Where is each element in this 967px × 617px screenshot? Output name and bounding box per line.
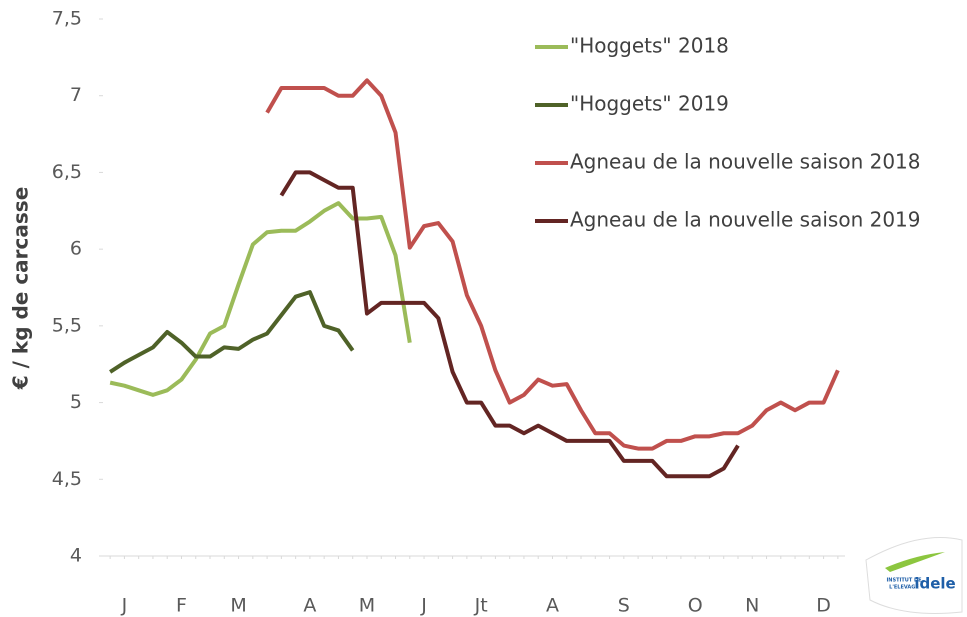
y-tick-label: 5,5 bbox=[52, 314, 82, 336]
legend-label: "Hoggets" 2018 bbox=[570, 34, 729, 58]
y-tick-label: 6,5 bbox=[52, 161, 82, 183]
x-tick-label: F bbox=[176, 595, 187, 617]
x-tick-label: A bbox=[303, 595, 316, 617]
x-tick-label: Jt bbox=[474, 595, 488, 617]
x-tick-label: J bbox=[121, 595, 128, 617]
y-tick-label: 7 bbox=[70, 84, 82, 106]
series-line bbox=[109, 290, 355, 374]
x-tick-label: M bbox=[230, 595, 246, 617]
series-line bbox=[109, 201, 412, 397]
y-tick-label: 6 bbox=[70, 238, 82, 260]
series-line bbox=[265, 78, 840, 451]
legend-label: Agneau de la nouvelle saison 2019 bbox=[570, 208, 921, 232]
x-tick-label: O bbox=[688, 595, 703, 617]
y-tick-label: 4 bbox=[70, 545, 82, 567]
logo-swoosh bbox=[885, 552, 945, 572]
y-tick-label: 7,5 bbox=[52, 8, 82, 30]
legend-label: "Hoggets" 2019 bbox=[570, 92, 729, 116]
x-tick-label: N bbox=[745, 595, 759, 617]
series-line bbox=[279, 170, 740, 479]
logo-brand: idele bbox=[914, 575, 955, 593]
logo: INSTITUT DE L'ELEVAGE idele bbox=[865, 537, 963, 614]
logo-shape bbox=[865, 537, 963, 614]
x-tick-label: S bbox=[618, 595, 630, 617]
legend-label: Agneau de la nouvelle saison 2018 bbox=[570, 150, 921, 174]
y-tick-label: 5 bbox=[70, 391, 82, 413]
x-tick-label: J bbox=[420, 595, 427, 617]
x-tick-label: M bbox=[359, 595, 375, 617]
logo-text: L'ELEVAGE bbox=[889, 585, 919, 591]
y-axis-label: € / kg de carcasse bbox=[9, 187, 33, 391]
logo-text: INSTITUT DE bbox=[886, 578, 922, 584]
y-tick-label: 4,5 bbox=[52, 468, 82, 490]
x-tick-label: A bbox=[546, 595, 559, 617]
x-tick-label: D bbox=[816, 595, 831, 617]
